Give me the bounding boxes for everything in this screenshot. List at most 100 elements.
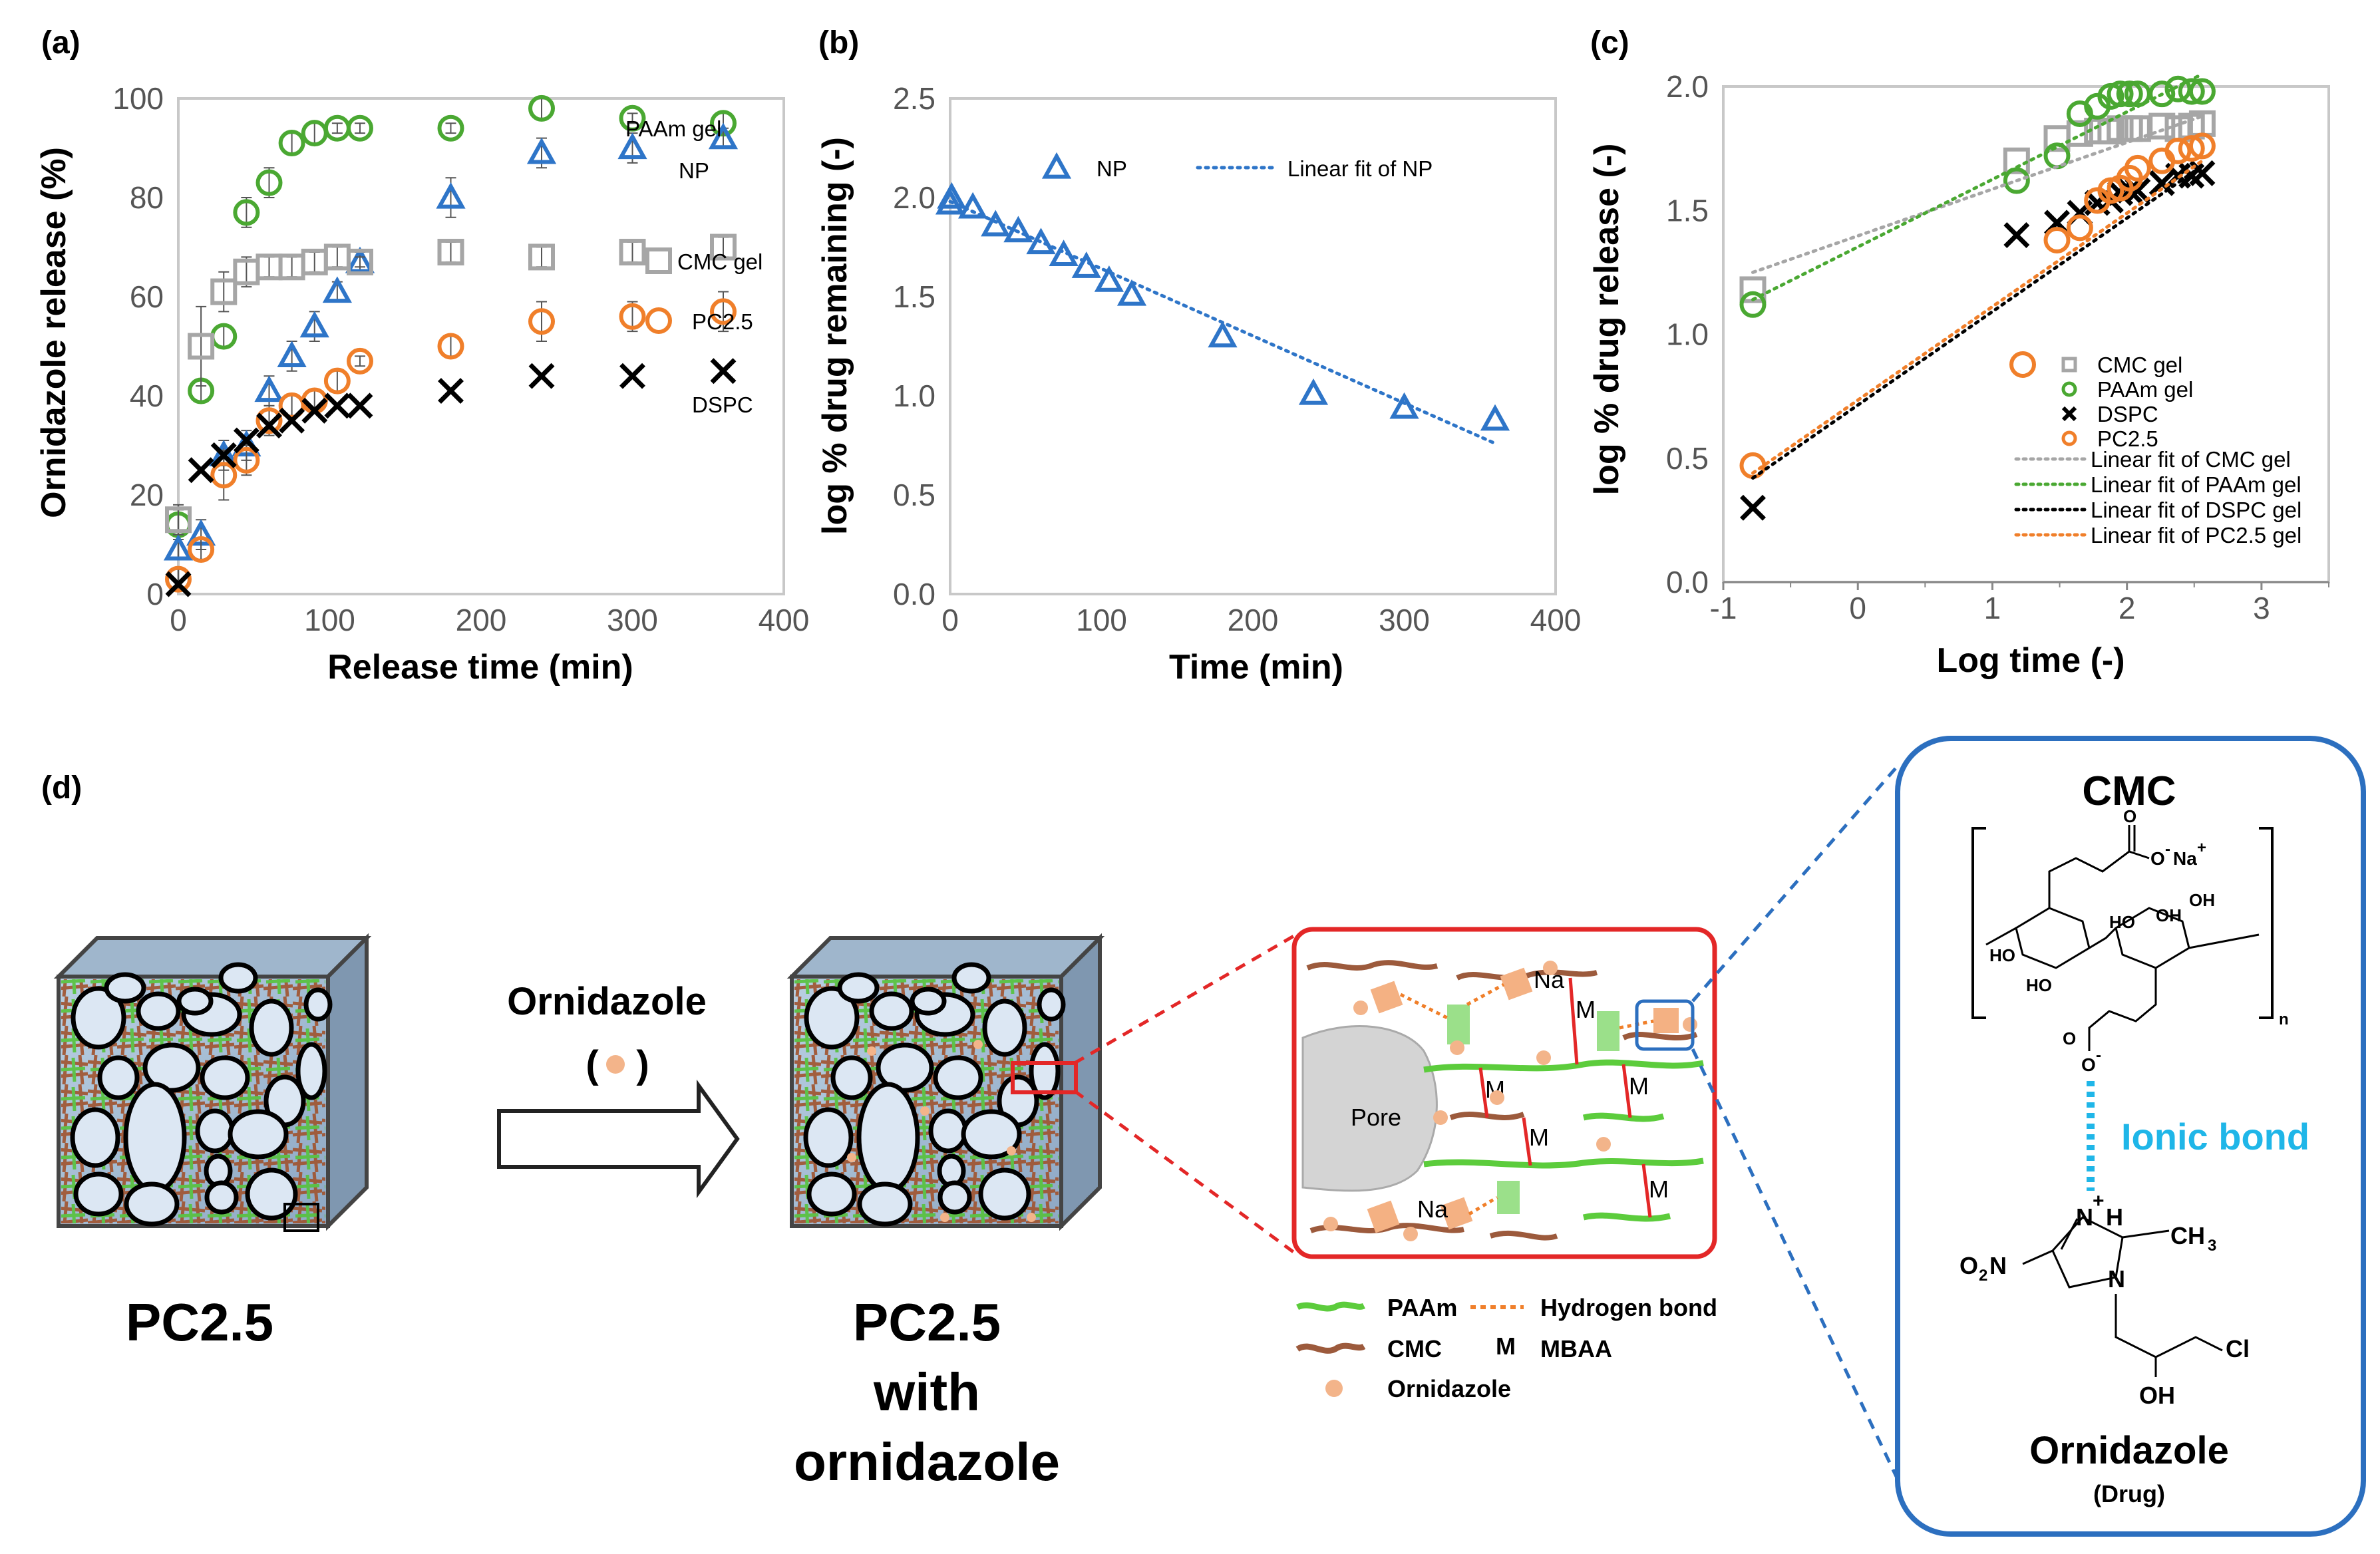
ornidazole-particle (1027, 1213, 1036, 1222)
legend-swatch (2009, 351, 2036, 378)
drug-paren-close: ) (636, 1043, 649, 1086)
pore (1029, 1042, 1061, 1100)
data-point (255, 407, 283, 434)
pore (245, 1167, 298, 1221)
data-point (619, 363, 645, 389)
data-point (188, 457, 214, 484)
data-point (2003, 167, 2030, 194)
n-plus-atom: N (2076, 1203, 2093, 1231)
data-point (710, 358, 737, 385)
data-point (2178, 135, 2205, 162)
drug-paren-open: ( (586, 1043, 599, 1086)
x-tick-label: 0 (941, 603, 959, 637)
fit-line (1751, 114, 2204, 274)
data-point (2188, 132, 2216, 160)
cmc-title: CMC (2082, 768, 2176, 814)
legend-mbaa-label: MBAA (1540, 1335, 1612, 1362)
data-point (1740, 494, 1766, 521)
pore (249, 999, 294, 1057)
fit-line (948, 200, 1497, 446)
amide-group (1447, 1005, 1470, 1044)
pore (910, 987, 947, 1016)
ornidazole-particle (1323, 1217, 1338, 1231)
panel-label-a: (a) (41, 25, 81, 61)
data-point (2066, 120, 2093, 147)
pore (857, 1181, 913, 1227)
legend-label: Linear fit of DSPC gel (2091, 498, 2301, 522)
pore (928, 1108, 968, 1154)
x-tick-label: 1 (1984, 591, 2001, 625)
pore (123, 1082, 187, 1193)
chart-b: 0 100 200 300 400 0.0 0.5 1.0 1.5 2.0 2.5 NP Linear … (816, 81, 1581, 687)
o-bottom: O (2063, 1028, 2076, 1048)
pore (837, 972, 880, 1004)
ornidazole-particle (1543, 961, 1558, 975)
panel-label-d: (d) (41, 770, 82, 806)
glycosidic-bond (2089, 927, 2117, 949)
pore (200, 1055, 250, 1100)
legend-label: Linear fit of PAAm gel (2091, 472, 2301, 497)
carboxylate-group (1367, 1200, 1400, 1233)
paam-chain (1423, 1158, 1704, 1169)
y-tick-label: 80 (130, 180, 164, 215)
pore (136, 991, 181, 1031)
pore (71, 986, 126, 1050)
cl-atom: Cl (2226, 1335, 2250, 1362)
amide-group (1597, 1011, 1619, 1051)
na-plus-top: + (2197, 839, 2206, 857)
panel-label-b: (b) (818, 25, 859, 61)
legend-paam-swatch (1295, 1301, 1366, 1312)
error-bar (331, 122, 343, 134)
pore (830, 1055, 873, 1100)
chart-b-ylabel: log % drug remaining (-) (816, 137, 854, 535)
y-tick-label: 1.0 (1666, 317, 1709, 352)
data-point (2188, 78, 2216, 105)
chart-c-xlabel: Log time (-) (1936, 641, 2125, 680)
pore (303, 987, 333, 1022)
n-plus-sign: + (2093, 1190, 2105, 1212)
data-point (1208, 321, 1238, 348)
cube2-label-line1: PC2.5 (853, 1293, 1001, 1352)
o-minus-bottom: O (2081, 1054, 2096, 1075)
legend-paam-label: PAAm (1387, 1294, 1457, 1321)
data-point (2148, 80, 2176, 108)
drug-particle-icon (606, 1055, 625, 1074)
mbaa-link (1478, 1067, 1489, 1118)
mbaa-link (1621, 1064, 1632, 1118)
pore (228, 1109, 289, 1160)
fit-line (1751, 72, 2204, 301)
x-tick-label: 200 (456, 603, 507, 637)
error-bar (355, 122, 365, 134)
data-point (1071, 251, 1101, 278)
x-tick-label: 400 (759, 603, 810, 637)
x-tick-label: 400 (1530, 603, 1582, 637)
data-point (299, 311, 329, 338)
data-point (347, 114, 373, 142)
repeat-n: n (2279, 1010, 2289, 1028)
series-label: PC2.5 (692, 309, 753, 334)
data-point (1094, 265, 1124, 292)
y-tick-label: 0 (146, 577, 164, 611)
y-tick-label: 100 (112, 81, 164, 116)
cube2-label-line3: ornidazole (794, 1432, 1060, 1491)
ho-left: HO (1989, 945, 2015, 965)
x-tick-label: 100 (1076, 603, 1127, 637)
pore (176, 987, 214, 1016)
ho-ring1: HO (2026, 975, 2052, 995)
data-point (210, 278, 238, 305)
data-point (322, 276, 352, 303)
ornidazole-particle (867, 1046, 876, 1056)
polymer-bracket-right (2259, 827, 2274, 1019)
structure-box: CMC n O O - Na + HO HO HO OH OH O O - Io… (1895, 736, 2366, 1537)
data-point (437, 114, 464, 142)
pore (124, 1181, 180, 1227)
legend-swatch (1041, 152, 1072, 179)
pore (97, 1055, 140, 1100)
y-tick-label: 2.0 (1666, 69, 1709, 104)
legend-swatch (2061, 406, 2077, 422)
data-point (619, 238, 646, 265)
error-bar (627, 112, 638, 124)
legend-cmc-swatch (1295, 1342, 1366, 1354)
